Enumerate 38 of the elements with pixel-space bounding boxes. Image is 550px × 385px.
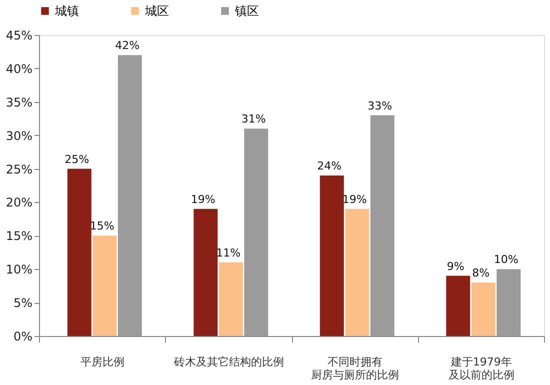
bar — [218, 262, 243, 336]
x-tick-label: 平房比例 — [80, 356, 125, 368]
data-label: 8% — [472, 266, 490, 280]
y-tick-label: 10% — [6, 262, 32, 277]
data-label: 33% — [368, 99, 392, 112]
data-label: 25% — [64, 152, 90, 166]
bar — [118, 55, 142, 336]
legend-label: 城镇 — [54, 4, 79, 18]
y-tick-label: 35% — [6, 95, 32, 110]
y-tick-label: 25% — [6, 162, 32, 176]
bar — [370, 115, 394, 336]
bar — [92, 236, 117, 336]
y-tick-label: 5% — [13, 296, 32, 310]
legend-label: 镇区 — [234, 4, 259, 18]
y-tick-label: 0% — [13, 330, 32, 344]
y-tick-label: 20% — [6, 196, 32, 210]
x-tick-label: 砖木及其它结构的比例 — [172, 356, 284, 368]
x-tick-label: 建于1979年及以前的比例 — [448, 356, 514, 382]
bar — [496, 269, 521, 336]
x-tick-label: 不同时拥有厨房与厕所的比例 — [311, 356, 400, 382]
bar — [471, 282, 496, 336]
y-tick-label: 45% — [6, 28, 32, 42]
bar — [244, 128, 268, 336]
y-tick-label: 15% — [6, 229, 32, 244]
data-label: 9% — [446, 260, 464, 273]
data-label: 31% — [241, 112, 266, 126]
legend-label: 城区 — [144, 4, 169, 18]
bar — [446, 276, 470, 336]
data-label: 42% — [115, 39, 140, 52]
data-label: 10% — [494, 253, 518, 266]
bar — [194, 208, 218, 336]
y-tick-label: 40% — [6, 62, 32, 76]
bar — [345, 208, 370, 336]
data-label: 24% — [317, 159, 342, 172]
y-tick-label: 30% — [6, 128, 32, 143]
bar — [67, 168, 92, 336]
data-label: 19% — [190, 192, 216, 206]
bar — [320, 175, 344, 336]
